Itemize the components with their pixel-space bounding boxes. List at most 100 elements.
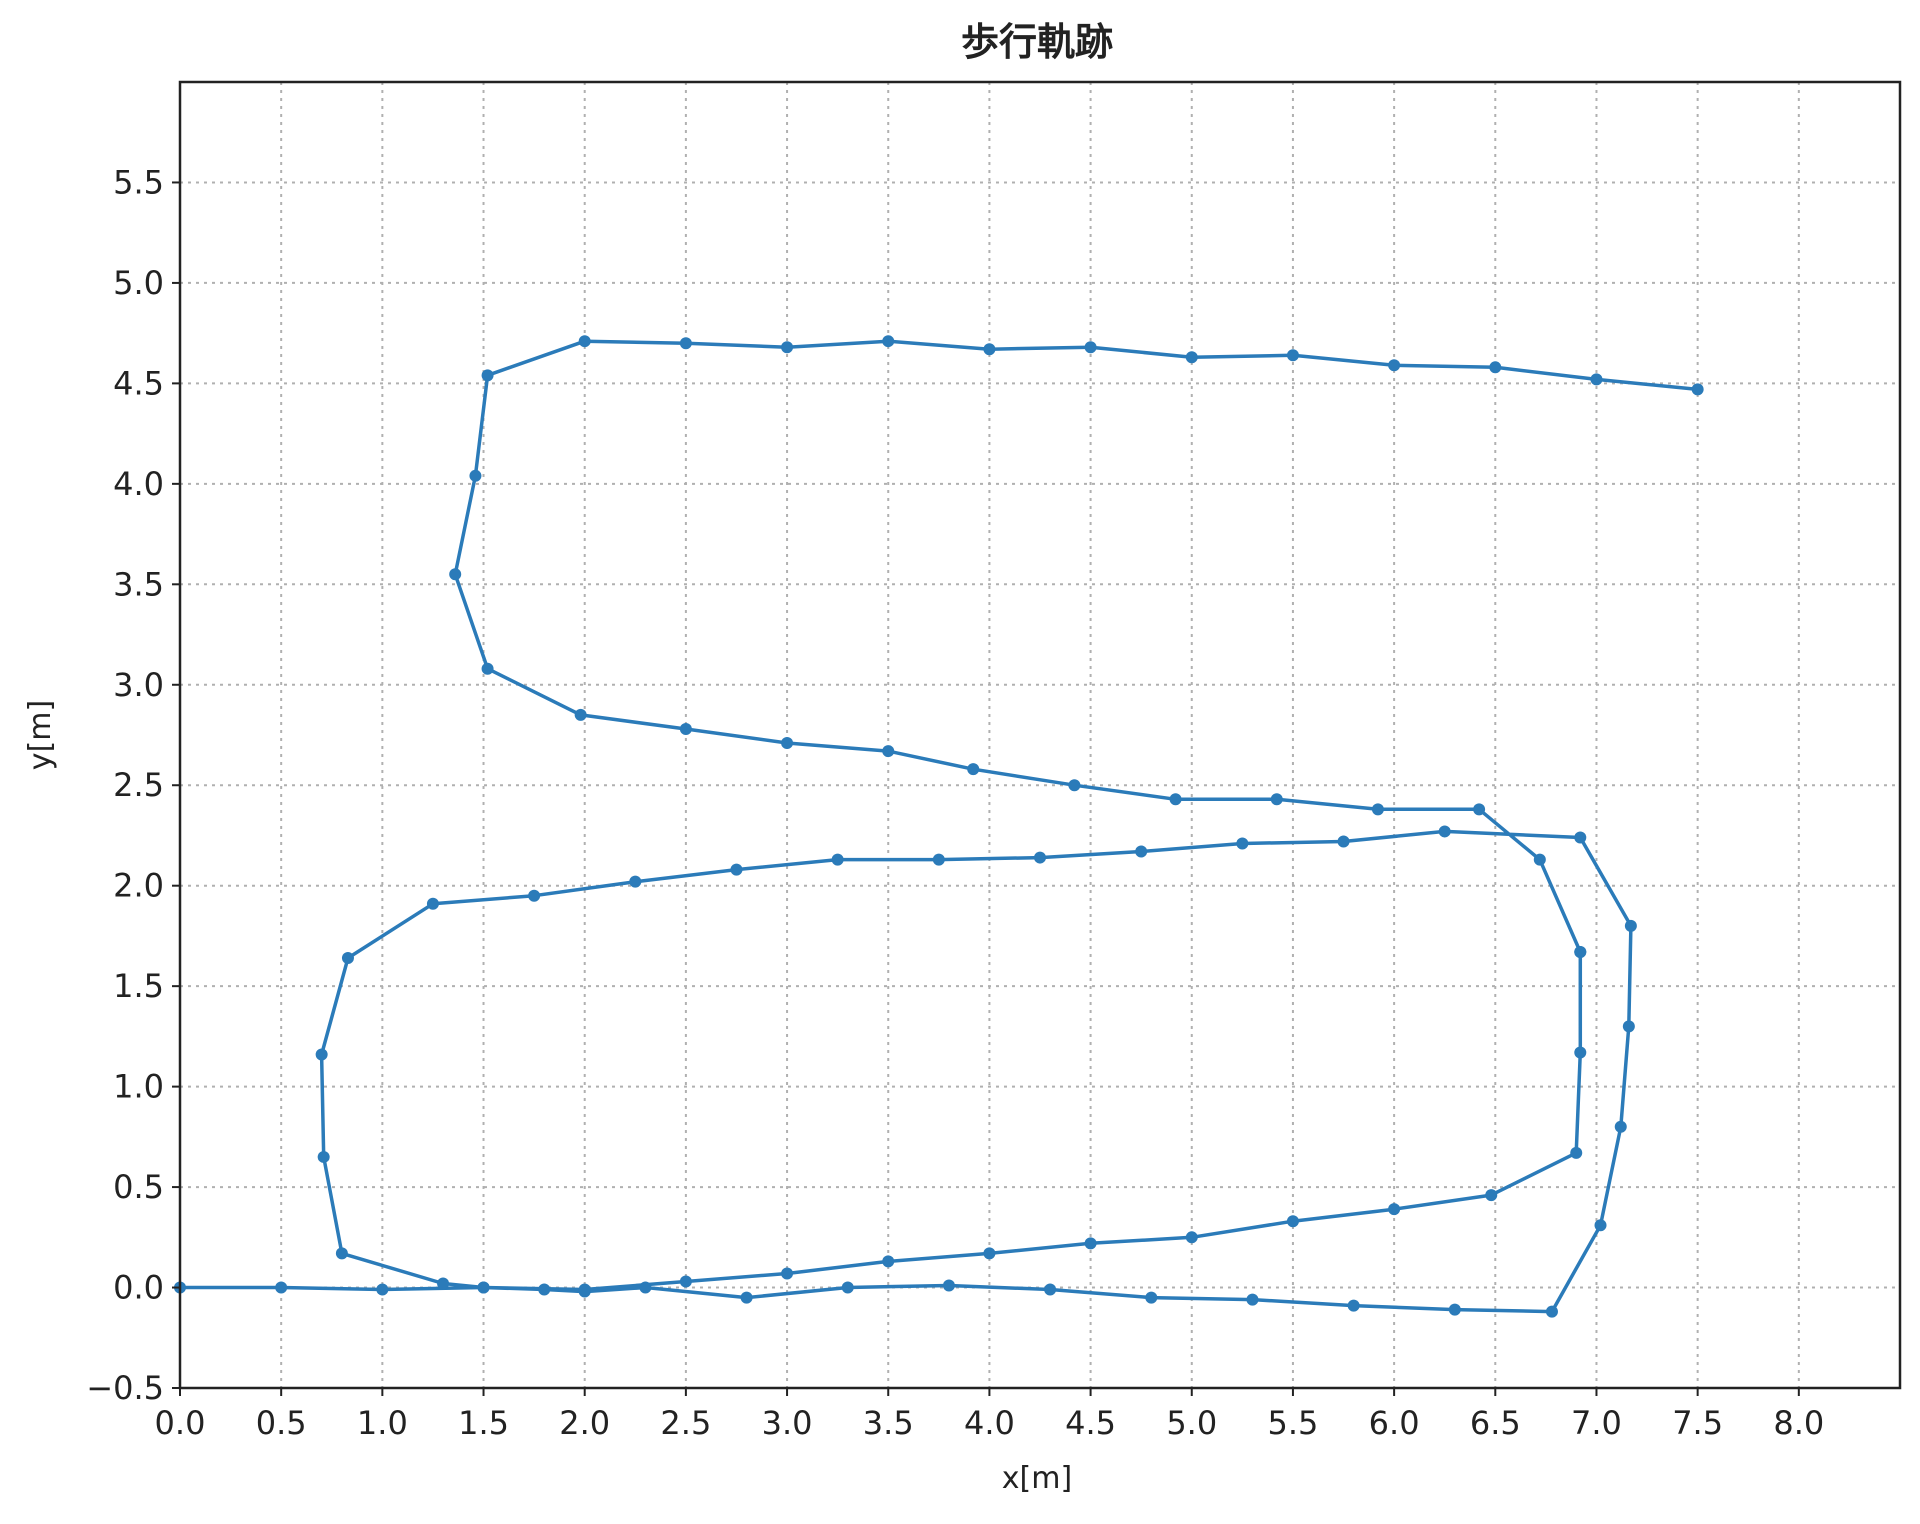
trajectory-line [178, 339, 1700, 1314]
trajectory-point [481, 369, 494, 382]
trajectory-point [1473, 803, 1486, 816]
trajectory-point [1286, 1215, 1299, 1228]
x-tick-label: 4.0 [964, 1404, 1015, 1442]
trajectory-point [983, 343, 996, 356]
trajectory-point [1337, 835, 1350, 848]
trajectory-point [942, 1279, 955, 1292]
x-tick-label: 6.0 [1369, 1404, 1420, 1442]
trajectory-point [1371, 803, 1384, 816]
x-tick-label: 7.5 [1672, 1404, 1723, 1442]
ticks: 0.0 0.5 1.0 1.5 2.0 2.5 3.0 3.5 4.0 4.5 5.0 5.5 6.0 6… [86, 163, 1824, 1442]
trajectory-point [882, 1255, 895, 1268]
trajectory-point [932, 853, 945, 866]
trajectory-point [740, 1291, 753, 1304]
trajectory-point [317, 1150, 330, 1163]
trajectory-point [1489, 361, 1502, 374]
x-tick-label: 0.0 [155, 1404, 206, 1442]
y-tick-label: 0.5 [113, 1168, 164, 1206]
trajectory-point [1270, 793, 1283, 806]
trajectory-point [1185, 351, 1198, 364]
trajectory-point [967, 763, 980, 776]
trajectory-point [1169, 793, 1182, 806]
trajectory-point [1485, 1189, 1498, 1202]
trajectory-point [437, 1277, 450, 1290]
trajectory-point [1614, 1120, 1627, 1133]
trajectory-point [538, 1283, 551, 1296]
y-tick-label: 4.5 [113, 364, 164, 402]
trajectory-point [679, 722, 692, 735]
trajectory-point [469, 469, 482, 482]
x-tick-label: 0.5 [256, 1404, 307, 1442]
trajectory-point [1448, 1303, 1461, 1316]
trajectory-point [1388, 359, 1401, 372]
y-tick-label: 1.0 [113, 1068, 164, 1106]
trajectory-point [1068, 779, 1081, 792]
trajectory-point [679, 337, 692, 350]
trajectory-point [449, 568, 462, 581]
trajectory-point [882, 745, 895, 758]
trajectory-point [1388, 1203, 1401, 1216]
trajectory-point [1624, 919, 1637, 932]
y-tick-label: 0.0 [113, 1269, 164, 1307]
trajectory-point [1084, 1237, 1097, 1250]
x-tick-label: 3.0 [762, 1404, 813, 1442]
x-tick-label: 8.0 [1773, 1404, 1824, 1442]
y-tick-label: −0.5 [86, 1369, 164, 1407]
x-tick-label: 5.5 [1267, 1404, 1318, 1442]
x-tick-label: 7.0 [1571, 1404, 1622, 1442]
x-tick-label: 1.0 [357, 1404, 408, 1442]
trajectory-point [477, 1281, 490, 1294]
trajectory-point [335, 1247, 348, 1260]
y-tick-label: 4.0 [113, 465, 164, 503]
x-tick-label: 6.5 [1470, 1404, 1521, 1442]
y-tick-label: 5.0 [113, 264, 164, 302]
trajectory-point [679, 1275, 692, 1288]
x-tick-label: 1.5 [458, 1404, 509, 1442]
x-tick-label: 2.0 [559, 1404, 610, 1442]
y-tick-label: 2.0 [113, 867, 164, 905]
trajectory-point [1622, 1020, 1635, 1033]
trajectory-point [1044, 1283, 1057, 1296]
trajectory-point [426, 897, 439, 910]
trajectory-point [578, 335, 591, 348]
trajectory-point [1574, 1046, 1587, 1059]
trajectory-point [1145, 1291, 1158, 1304]
trajectory-point [1438, 825, 1451, 838]
trajectory-point [376, 1283, 389, 1296]
trajectory-point [781, 1267, 794, 1280]
trajectory-point [1545, 1305, 1558, 1318]
trajectory-point [1594, 1219, 1607, 1232]
trajectory-point [983, 1247, 996, 1260]
trajectory-point [275, 1281, 288, 1294]
trajectory-point [1034, 851, 1046, 864]
x-tick-label: 5.0 [1166, 1404, 1217, 1442]
trajectory-point [629, 875, 642, 888]
trajectory-point [574, 708, 587, 721]
trajectory-point [1691, 383, 1704, 396]
chart-title: 歩行軌跡 [961, 20, 1113, 64]
trajectory-point [1570, 1146, 1583, 1159]
trajectory-point [1590, 373, 1603, 386]
series-layer [174, 335, 1704, 1318]
trajectory-point [882, 335, 895, 348]
y-tick-label: 2.5 [113, 766, 164, 804]
trajectory-point [831, 853, 844, 866]
trajectory-point [781, 737, 794, 750]
trajectory-point [639, 1281, 652, 1294]
trajectory-point [315, 1048, 328, 1061]
trajectory-point [1574, 945, 1587, 958]
trajectory-point [841, 1281, 854, 1294]
trajectory-point [341, 952, 354, 965]
trajectory-point [1185, 1231, 1198, 1244]
trajectory-point [578, 1283, 591, 1296]
y-tick-label: 3.0 [113, 666, 164, 704]
x-tick-label: 2.5 [660, 1404, 711, 1442]
trajectory-point [1574, 831, 1587, 844]
trajectory-point [528, 889, 541, 902]
grid [179, 82, 1900, 1389]
trajectory-point [1286, 349, 1299, 362]
y-tick-label: 3.5 [113, 565, 164, 603]
trajectory-point [1135, 845, 1148, 858]
x-tick-label: 4.5 [1065, 1404, 1116, 1442]
